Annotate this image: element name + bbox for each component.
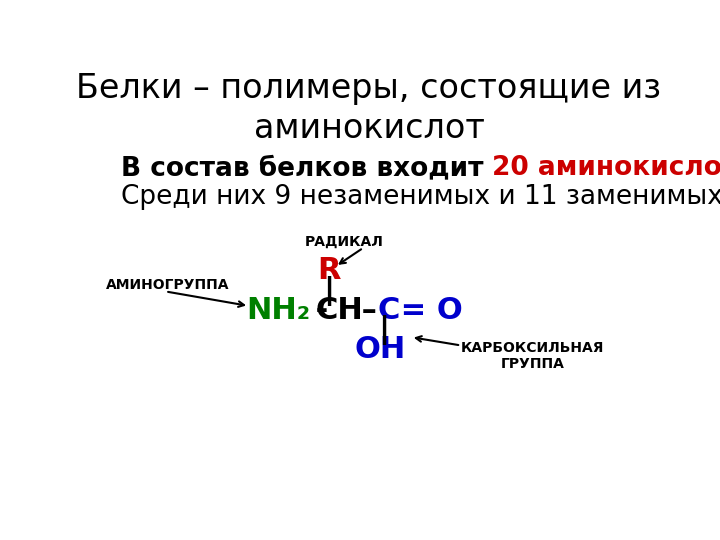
Text: РАДИКАЛ: РАДИКАЛ [305,234,383,248]
Text: 20 аминокислот: 20 аминокислот [492,155,720,181]
Text: КАРБОКСИЛЬНАЯ
ГРУППА: КАРБОКСИЛЬНАЯ ГРУППА [461,341,605,371]
Text: = O: = O [390,295,462,325]
Text: АМИНОГРУППА: АМИНОГРУППА [106,278,229,292]
Text: Среди них 9 незаменимых и 11 заменимых.: Среди них 9 незаменимых и 11 заменимых. [121,184,720,210]
Text: C: C [377,295,400,325]
Text: |: | [379,315,390,345]
Text: CH: CH [316,295,364,325]
Text: OH: OH [354,335,406,364]
Text: –: – [351,295,387,325]
Text: R: R [317,256,341,285]
Text: -: - [305,295,338,325]
Text: Белки – полимеры, состоящие из
аминокислот: Белки – полимеры, состоящие из аминокисл… [76,72,662,145]
Text: |: | [323,276,334,306]
Text: NH₂: NH₂ [246,295,310,325]
Text: В состав белков входит: В состав белков входит [121,155,492,181]
